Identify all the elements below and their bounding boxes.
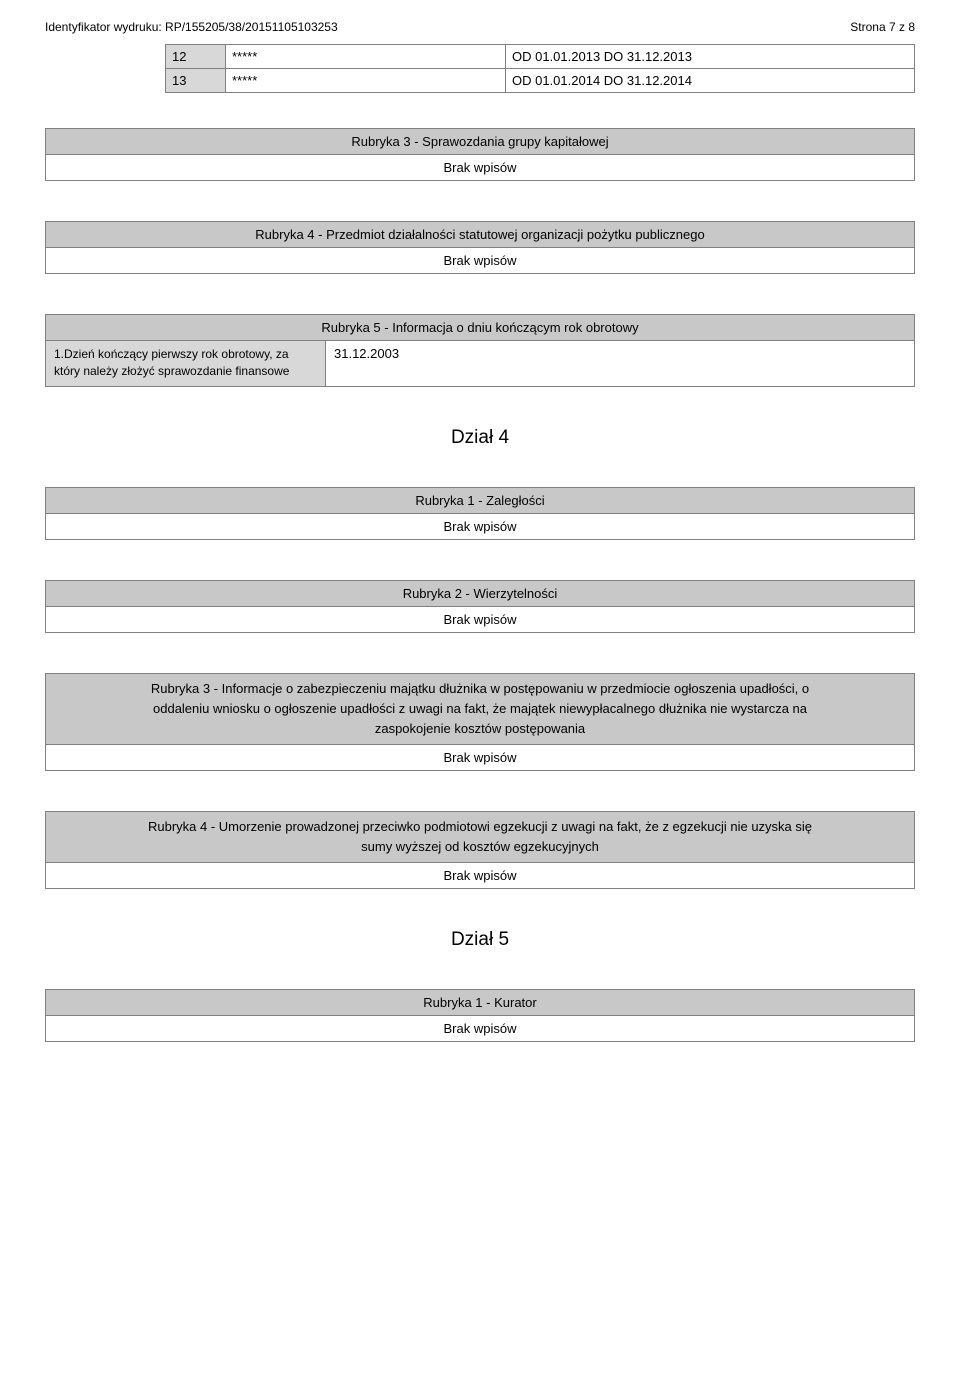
brak-wpisow: Brak wpisów <box>46 155 915 181</box>
print-identifier: Identyfikator wydruku: RP/155205/38/2015… <box>45 20 338 34</box>
rubryka-title: Rubryka 3 - Informacje o zabezpieczeniu … <box>46 673 915 744</box>
rubryka-1-zaleglosci: Rubryka 1 - Zaległości Brak wpisów <box>45 487 915 540</box>
rubryka-3-sprawozdania: Rubryka 3 - Sprawozdania grupy kapitałow… <box>45 128 915 181</box>
brak-wpisow: Brak wpisów <box>46 513 915 539</box>
rubryka-2-wierzytelnosci: Rubryka 2 - Wierzytelności Brak wpisów <box>45 580 915 633</box>
title-line: Rubryka 3 - Informacje o zabezpieczeniu … <box>151 681 809 696</box>
title-line: Rubryka 4 - Umorzenie prowadzonej przeci… <box>148 819 812 834</box>
brak-wpisow: Brak wpisów <box>46 863 915 889</box>
title-line: zaspokojenie kosztów postępowania <box>375 721 585 736</box>
page-number: Strona 7 z 8 <box>850 20 915 34</box>
brak-wpisow: Brak wpisów <box>46 745 915 771</box>
row-stars: ***** <box>226 69 506 93</box>
rubryka-1-kurator: Rubryka 1 - Kurator Brak wpisów <box>45 989 915 1042</box>
rubryka-title: Rubryka 5 - Informacja o dniu kończącym … <box>46 315 915 341</box>
rubryka-title: Rubryka 4 - Umorzenie prowadzonej przeci… <box>46 812 915 863</box>
rubryka-3-zabezpieczenie: Rubryka 3 - Informacje o zabezpieczeniu … <box>45 673 915 771</box>
rubryka5-label: 1.Dzień kończący pierwszy rok obrotowy, … <box>46 341 326 387</box>
brak-wpisow: Brak wpisów <box>46 248 915 274</box>
table-row: 13 ***** OD 01.01.2014 DO 31.12.2014 <box>166 69 915 93</box>
rubryka-4-przedmiot: Rubryka 4 - Przedmiot działalności statu… <box>45 221 915 274</box>
table-row: 12 ***** OD 01.01.2013 DO 31.12.2013 <box>166 45 915 69</box>
rubryka-4-umorzenie: Rubryka 4 - Umorzenie prowadzonej przeci… <box>45 811 915 889</box>
rubryka-title: Rubryka 2 - Wierzytelności <box>46 580 915 606</box>
title-line: oddaleniu wniosku o ogłoszenie upadłości… <box>153 701 807 716</box>
rubryka-5-informacja: Rubryka 5 - Informacja o dniu kończącym … <box>45 314 915 387</box>
title-line: sumy wyższej od kosztów egzekucyjnych <box>361 839 599 854</box>
header: Identyfikator wydruku: RP/155205/38/2015… <box>45 20 915 34</box>
dzial-5-heading: Dział 5 <box>45 929 915 951</box>
row-index: 13 <box>166 69 226 93</box>
row-value: OD 01.01.2014 DO 31.12.2014 <box>506 69 915 93</box>
rubryka5-value: 31.12.2003 <box>326 341 915 387</box>
row-stars: ***** <box>226 45 506 69</box>
row-index: 12 <box>166 45 226 69</box>
rubryka-title: Rubryka 4 - Przedmiot działalności statu… <box>46 222 915 248</box>
dzial-4-heading: Dział 4 <box>45 427 915 449</box>
brak-wpisow: Brak wpisów <box>46 606 915 632</box>
rubryka-title: Rubryka 1 - Zaległości <box>46 487 915 513</box>
rubryka-title: Rubryka 1 - Kurator <box>46 990 915 1016</box>
rubryka-title: Rubryka 3 - Sprawozdania grupy kapitałow… <box>46 129 915 155</box>
row-value: OD 01.01.2013 DO 31.12.2013 <box>506 45 915 69</box>
page: Identyfikator wydruku: RP/155205/38/2015… <box>0 0 960 1082</box>
top-data-table: 12 ***** OD 01.01.2013 DO 31.12.2013 13 … <box>165 44 915 93</box>
brak-wpisow: Brak wpisów <box>46 1016 915 1042</box>
